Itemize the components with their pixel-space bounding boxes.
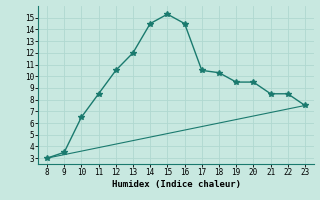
X-axis label: Humidex (Indice chaleur): Humidex (Indice chaleur)	[111, 180, 241, 189]
